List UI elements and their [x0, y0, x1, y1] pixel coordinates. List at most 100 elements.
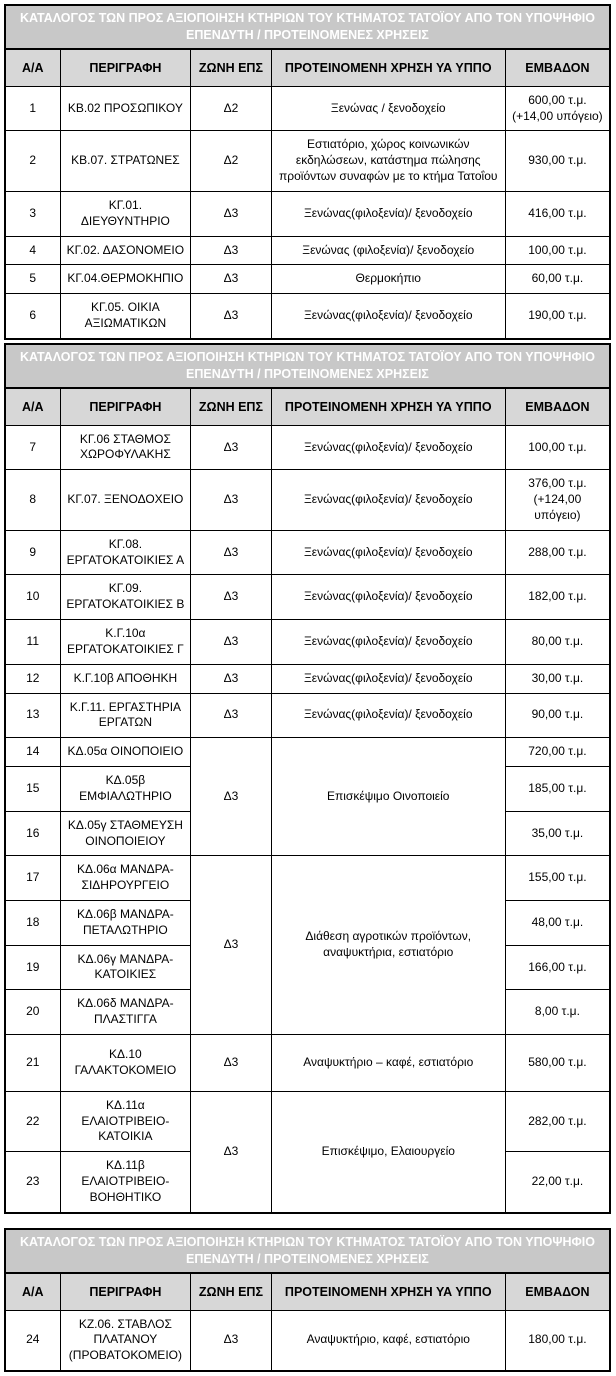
cell-area: 288,00 τ.μ. — [504, 529, 611, 576]
table-row: 2 ΚΒ.07. ΣΤΡΑΤΩΝΕΣ Δ2 Εστιατόριο, χώρος κοι… — [4, 130, 611, 192]
table-row: 14 ΚΔ.05α ΟΙΝΟΠΟΙΕΙΟ Δ3 Επισκέψιμο Οινοποιε… — [4, 737, 611, 857]
table-banner-title: ΚΑΤΑΛΟΓΟΣ ΤΩΝ ΠΡΟΣ ΑΞΙΟΠΟΙΗΣΗ ΚΤΗΡΙΩΝ ΤΟ… — [4, 4, 611, 50]
cell-proposed-use: Ξενώνας(φιλοξενία)/ ξενοδοχείο — [270, 529, 506, 576]
cell-description: ΚΔ.05γ ΣΤΑΘΜΕΥΣΗ ΟΙΝΟΠΟΙΕΙΟΥ — [59, 810, 192, 857]
cell-description: ΚΓ.09. ΕΡΓΑΤΟΚΑΤΟΙΚΙΕΣ Β — [59, 574, 192, 621]
cell-description: ΚΔ.05α ΟΙΝΟΠΟΙΕΙΟ — [59, 737, 192, 768]
table-row: 12 Κ.Γ.10β ΑΠΟΘΗΚΗ Δ3 Ξενώνας(φιλοξενία)/ ξ… — [4, 663, 611, 694]
cell-description: ΚΓ.08. ΕΡΓΑΤΟΚΑΤΟΙΚΙΕΣ Α — [59, 529, 192, 576]
cell-proposed-use: Διάθεση αγροτικών προϊόντων, αναψυκτήρια… — [270, 855, 506, 1035]
cell-description: ΚΔ.05β ΕΜΦΙΑΛΩΤΗΡΙΟ — [59, 766, 192, 812]
col-header-description: ΠΕΡΙΓΡΑΦΗ — [59, 1272, 192, 1311]
cell-proposed-use: Ξενώνας(φιλοξενία)/ ξενοδοχείο — [270, 190, 506, 237]
table-row: 8 ΚΓ.07. ΞΕΝΟΔΟΧΕΙΟ Δ3 Ξενώνας(φιλοξενία)/ … — [4, 469, 611, 531]
cell-aa: 14 — [4, 737, 61, 768]
cell-aa: 8 — [4, 469, 61, 531]
cell-aa: 18 — [4, 900, 61, 946]
cell-aa: 4 — [4, 235, 61, 266]
cell-description: ΚΒ.02 ΠΡΟΣΩΠΙΚΟΥ — [59, 85, 192, 132]
table-section-3: ΚΑΤΑΛΟΓΟΣ ΤΩΝ ΠΡΟΣ ΑΞΙΟΠΟΙΗΣΗ ΚΤΗΡΙΩΝ ΤΟ… — [4, 1227, 611, 1372]
cell-proposed-use: Θερμοκήπιο — [270, 264, 506, 295]
banner-row: ΚΑΤΑΛΟΓΟΣ ΤΩΝ ΠΡΟΣ ΑΞΙΟΠΟΙΗΣΗ ΚΤΗΡΙΩΝ ΤΟ… — [4, 343, 611, 389]
table-row: 19 ΚΔ.06γ ΜΑΝΔΡΑ-ΚΑΤΟΙΚΙΕΣ 166,00 τ.μ. — [4, 944, 611, 991]
cell-zone: Δ3 — [190, 235, 272, 266]
col-header-proposed-use: ΠΡΟΤΕΙΝΟΜΕΝΗ ΧΡΗΣΗ ΥΑ ΥΠΠΟ — [270, 48, 506, 87]
cell-aa: 10 — [4, 574, 61, 621]
table-row: 5 ΚΓ.04.ΘΕΡΜΟΚΗΠΙΟ Δ3 Θερμοκήπιο 60,00 τ.μ. — [4, 264, 611, 295]
cell-description: ΚΓ.06 ΣΤΑΘΜΟΣ ΧΩΡΟΦΥΛΑΚΗΣ — [59, 424, 192, 471]
buildings-table-3: ΚΑΤΑΛΟΓΟΣ ΤΩΝ ΠΡΟΣ ΑΞΙΟΠΟΙΗΣΗ ΚΤΗΡΙΩΝ ΤΟ… — [4, 1227, 611, 1372]
cell-area: 282,00 τ.μ. — [504, 1090, 611, 1153]
cell-zone: Δ3 — [190, 619, 272, 665]
cell-area: 48,00 τ.μ. — [504, 900, 611, 946]
col-header-zone: ΖΩΝΗ ΕΠΣ — [190, 1272, 272, 1311]
cell-description: ΚΔ.10 ΓΑΛΑΚΤΟΚΟΜΕΙΟ — [59, 1033, 192, 1092]
cell-area: 185,00 τ.μ. — [504, 766, 611, 812]
table-row: 15 ΚΔ.05β ΕΜΦΙΑΛΩΤΗΡΙΟ 185,00 τ.μ. — [4, 766, 611, 812]
cell-aa: 13 — [4, 692, 61, 739]
table-body-1: 1 ΚΒ.02 ΠΡΟΣΩΠΙΚΟΥ Δ2 Ξενώνας / ξενοδοχείο 6… — [4, 85, 611, 340]
cell-zone: Δ3 — [190, 663, 272, 694]
cell-area: 8,00 τ.μ. — [504, 989, 611, 1035]
cell-area: 100,00 τ.μ. — [504, 424, 611, 471]
cell-proposed-use: Ξενώνας(φιλοξενία)/ ξενοδοχείο — [270, 692, 506, 739]
col-header-description: ΠΕΡΙΓΡΑΦΗ — [59, 48, 192, 87]
table-row: 17 ΚΔ.06α ΜΑΝΔΡΑ-ΣΙΔΗΡΟΥΡΓΕΙΟ Δ3 Διάθεση αγ… — [4, 855, 611, 1035]
cell-zone: Δ3 — [190, 469, 272, 531]
buildings-table-2: ΚΑΤΑΛΟΓΟΣ ΤΩΝ ΠΡΟΣ ΑΞΙΟΠΟΙΗΣΗ ΚΤΗΡΙΩΝ ΤΟ… — [4, 342, 611, 1214]
table-row: 6 ΚΓ.05. ΟΙΚΙΑ ΑΞΙΩΜΑΤΙΚΩΝ Δ3 Ξενώνας(φιλοξ… — [4, 293, 611, 340]
col-header-proposed-use: ΠΡΟΤΕΙΝΟΜΕΝΗ ΧΡΗΣΗ ΥΑ ΥΠΠΟ — [270, 1272, 506, 1311]
cell-area: 22,00 τ.μ. — [504, 1151, 611, 1214]
col-header-aa: Α/Α — [4, 48, 61, 87]
cell-zone: Δ3 — [190, 424, 272, 471]
cell-area: 182,00 τ.μ. — [504, 574, 611, 621]
cell-aa: 1 — [4, 85, 61, 132]
column-header-row: Α/Α ΠΕΡΙΓΡΑΦΗ ΖΩΝΗ ΕΠΣ ΠΡΟΤΕΙΝΟΜΕΝΗ ΧΡΗΣ… — [4, 387, 611, 426]
cell-description: Κ.Γ.11. ΕΡΓΑΣΤΗΡΙΑ ΕΡΓΑΤΩΝ — [59, 692, 192, 739]
cell-aa: 20 — [4, 989, 61, 1035]
table-row: 7 ΚΓ.06 ΣΤΑΘΜΟΣ ΧΩΡΟΦΥΛΑΚΗΣ Δ3 Ξενώνας(φιλο… — [4, 424, 611, 471]
cell-proposed-use: Ξενώνας / ξενοδοχείο — [270, 85, 506, 132]
cell-zone: Δ3 — [190, 1090, 272, 1214]
col-header-description: ΠΕΡΙΓΡΑΦΗ — [59, 387, 192, 426]
column-header-row: Α/Α ΠΕΡΙΓΡΑΦΗ ΖΩΝΗ ΕΠΣ ΠΡΟΤΕΙΝΟΜΕΝΗ ΧΡΗΣ… — [4, 48, 611, 87]
cell-proposed-use: Επισκέψιμο Οινοποιείο — [270, 737, 506, 857]
cell-aa: 15 — [4, 766, 61, 812]
table-row: 9 ΚΓ.08. ΕΡΓΑΤΟΚΑΤΟΙΚΙΕΣ Α Δ3 Ξενώνας(φιλοξ… — [4, 529, 611, 576]
cell-aa: 5 — [4, 264, 61, 295]
cell-description: ΚΔ.06β ΜΑΝΔΡΑ-ΠΕΤΑΛΩΤΗΡΙΟ — [59, 900, 192, 946]
cell-description: ΚΓ.04.ΘΕΡΜΟΚΗΠΙΟ — [59, 264, 192, 295]
cell-zone: Δ3 — [190, 574, 272, 621]
cell-zone: Δ2 — [190, 85, 272, 132]
cell-aa: 24 — [4, 1309, 61, 1372]
cell-area: 416,00 τ.μ. — [504, 190, 611, 237]
table-row: 13 Κ.Γ.11. ΕΡΓΑΣΤΗΡΙΑ ΕΡΓΑΤΩΝ Δ3 Ξενώνας(φι… — [4, 692, 611, 739]
cell-zone: Δ2 — [190, 130, 272, 192]
cell-description: ΚΔ.06γ ΜΑΝΔΡΑ-ΚΑΤΟΙΚΙΕΣ — [59, 944, 192, 991]
table-row: 4 ΚΓ.02. ΔΑΣΟΝΟΜΕΙΟ Δ3 Ξενώνας (φιλοξενία)/… — [4, 235, 611, 266]
col-header-aa: Α/Α — [4, 387, 61, 426]
table-row: 3 ΚΓ.01. ΔΙΕΥΘΥΝΤΗΡΙΟ Δ3 Ξενώνας(φιλοξενία)… — [4, 190, 611, 237]
col-header-zone: ΖΩΝΗ ΕΠΣ — [190, 387, 272, 426]
cell-aa: 12 — [4, 663, 61, 694]
cell-aa: 21 — [4, 1033, 61, 1092]
cell-aa: 11 — [4, 619, 61, 665]
table-row: 22 ΚΔ.11α ΕΛΑΙΟΤΡΙΒΕΙΟ-ΚΑΤΟΙΚΙΑ Δ3 Επισκέψι… — [4, 1090, 611, 1214]
table-section-2: ΚΑΤΑΛΟΓΟΣ ΤΩΝ ΠΡΟΣ ΑΞΙΟΠΟΙΗΣΗ ΚΤΗΡΙΩΝ ΤΟ… — [4, 342, 611, 1214]
cell-aa: 6 — [4, 293, 61, 340]
cell-zone: Δ3 — [190, 190, 272, 237]
cell-description: ΚΓ.07. ΞΕΝΟΔΟΧΕΙΟ — [59, 469, 192, 531]
cell-proposed-use: Εστιατόριο, χώρος κοινωνικών εκδηλώσεων,… — [270, 130, 506, 192]
cell-description: ΚΓ.02. ΔΑΣΟΝΟΜΕΙΟ — [59, 235, 192, 266]
cell-description: ΚΓ.01. ΔΙΕΥΘΥΝΤΗΡΙΟ — [59, 190, 192, 237]
cell-proposed-use: Ξενώνας(φιλοξενία)/ ξενοδοχείο — [270, 469, 506, 531]
cell-aa: 16 — [4, 810, 61, 857]
cell-proposed-use: Ξενώνας(φιλοξενία)/ ξενοδοχείο — [270, 663, 506, 694]
col-header-area: ΕΜΒΑΔΟΝ — [504, 48, 611, 87]
table-section-1: ΚΑΤΑΛΟΓΟΣ ΤΩΝ ΠΡΟΣ ΑΞΙΟΠΟΙΗΣΗ ΚΤΗΡΙΩΝ ΤΟ… — [4, 4, 611, 340]
table-row: 23 ΚΔ.11β ΕΛΑΙΟΤΡΙΒΕΙΟ-ΒΟΗΘΗΤΙΚΟ 22,00 τ.μ… — [4, 1151, 611, 1214]
table-row: 11 Κ.Γ.10α ΕΡΓΑΤΟΚΑΤΟΙΚΙΕΣ Γ Δ3 Ξενώνας(φιλ… — [4, 619, 611, 665]
cell-description: ΚΒ.07. ΣΤΡΑΤΩΝΕΣ — [59, 130, 192, 192]
cell-proposed-use: Επισκέψιμο, Ελαιουργείο — [270, 1090, 506, 1214]
